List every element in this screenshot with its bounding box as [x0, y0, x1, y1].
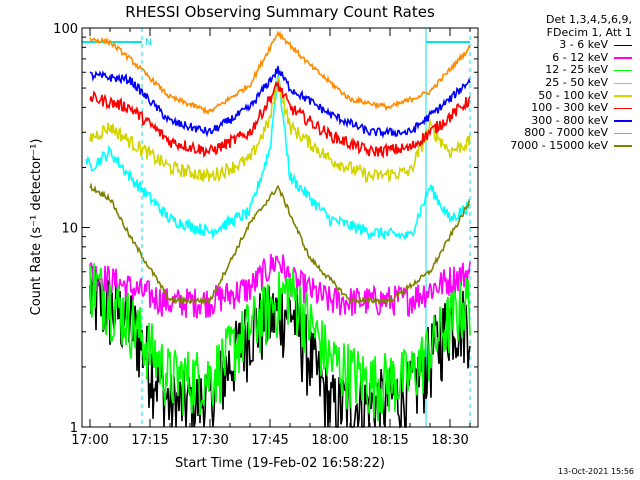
legend-label: 800 - 7000 keV: [524, 126, 608, 140]
chart-title: RHESSI Observing Summary Count Rates: [125, 3, 435, 21]
legend-swatch: [614, 120, 632, 122]
legend-swatch: [614, 57, 632, 59]
x-tick-label: 18:15: [371, 433, 408, 448]
legend-swatch: [614, 132, 632, 135]
legend-swatch: [614, 145, 632, 147]
series-line: [85, 74, 471, 241]
x-axis-label: Start Time (19-Feb-02 16:58:22): [175, 456, 385, 471]
y-tick-label: 100: [53, 22, 78, 37]
legend-entry: 7000 - 15000 keV: [482, 138, 632, 153]
legend-entry: 12 - 25 keV: [482, 64, 632, 77]
legend-header-line: FDecim 1, Att 1: [546, 25, 632, 39]
legend-entry: 800 - 7000 keV: [482, 127, 632, 140]
legend-entry: 3 - 6 keV: [482, 39, 632, 52]
legend-swatch: [614, 69, 632, 72]
series-line: [89, 182, 471, 306]
x-tick-label: 17:15: [131, 433, 168, 448]
x-tick-label: 18:30: [431, 433, 468, 448]
legend-entry: 50 - 100 keV: [482, 88, 632, 103]
legend-label: 3 - 6 keV: [559, 38, 608, 52]
legend-label: 6 - 12 keV: [552, 50, 608, 64]
y-tick-label: 1: [70, 421, 78, 436]
series-line: [89, 263, 471, 422]
saa-flag-label: N: [145, 38, 152, 48]
series-line: [89, 30, 471, 116]
y-tick-label: 10: [61, 222, 78, 237]
legend-entries: 3 - 6 keV 6 - 12 keV 12 - 25 keV 25 - 50 ke…: [482, 39, 632, 152]
plot-timestamp: 13-Oct-2021 15:56: [558, 467, 634, 476]
legend-swatch: [614, 107, 632, 110]
legend-entry: 100 - 300 keV: [482, 102, 632, 115]
series-trace: [89, 65, 471, 139]
legend-entry: 6 - 12 keV: [482, 50, 632, 65]
x-tick-label: 17:45: [251, 433, 288, 448]
series-trace: [85, 72, 471, 241]
x-tick-label: 17:30: [191, 433, 228, 448]
legend-swatch: [614, 82, 632, 85]
legend-label: 100 - 300 keV: [531, 101, 608, 115]
series-trace: [89, 30, 471, 116]
legend-entry: 25 - 50 keV: [482, 75, 632, 90]
series-line: [89, 80, 471, 159]
series-trace: [89, 263, 471, 422]
legend-entry: 300 - 800 keV: [482, 113, 632, 128]
plot-area: N: [81, 28, 471, 429]
series-line: [89, 65, 471, 139]
legend-label: 12 - 25 keV: [545, 63, 608, 77]
y-axis-label: Count Rate (s⁻¹ detector⁻¹): [29, 139, 44, 316]
x-tick-label: 17:00: [71, 433, 108, 448]
legend: Det 1,3,4,5,6,9, FDecim 1, Att 1 3 - 6 k…: [482, 13, 632, 153]
x-tick-label: 18:00: [311, 433, 348, 448]
legend-swatch: [614, 95, 632, 97]
legend-label: 50 - 100 keV: [538, 88, 608, 102]
legend-label: 7000 - 15000 keV: [510, 138, 608, 152]
axes: 17:00 17:15 17:30 17:45 18:00 18:15 18:30 1 10 10…: [53, 22, 479, 448]
legend-label: 300 - 800 keV: [531, 113, 608, 127]
legend-header-line: Det 1,3,4,5,6,9,: [545, 13, 632, 26]
legend-swatch: [614, 44, 632, 47]
series-trace: [89, 182, 471, 306]
series-trace: [89, 80, 471, 159]
legend-label: 25 - 50 keV: [545, 75, 608, 89]
